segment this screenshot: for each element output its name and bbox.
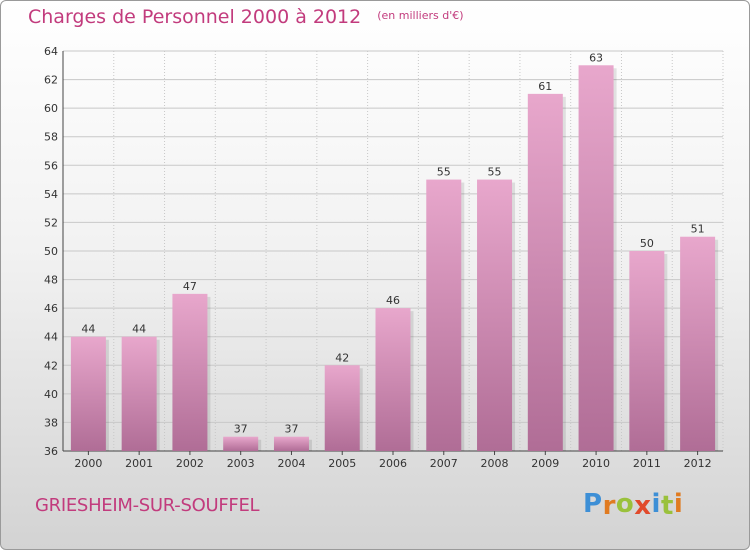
- x-tick-label: 2007: [430, 457, 458, 470]
- bar: [172, 293, 208, 451]
- data-label: 44: [81, 323, 95, 336]
- bar: [375, 308, 411, 451]
- title-block: Charges de Personnel 2000 à 2012 (en mill…: [28, 6, 464, 28]
- data-label: 37: [234, 423, 248, 436]
- data-labels: 44 44 47 37 37 42 46 55 55 61 63 50 51: [81, 51, 704, 435]
- brand-letter: r: [602, 491, 616, 521]
- x-tick-label: 2002: [176, 457, 204, 470]
- bar: [121, 336, 157, 451]
- data-label: 55: [437, 166, 451, 179]
- brand-letter: P: [583, 489, 603, 519]
- data-label: 37: [284, 423, 298, 436]
- x-tick-label: 2004: [277, 457, 305, 470]
- data-label: 61: [538, 80, 552, 93]
- bar: [223, 436, 259, 451]
- data-label: 42: [335, 351, 349, 364]
- data-label: 55: [488, 166, 502, 179]
- y-tick-label: 64: [44, 45, 58, 58]
- y-tick-label: 62: [44, 74, 58, 87]
- y-tick-label: 58: [44, 131, 58, 144]
- bar: [629, 251, 665, 451]
- bar: [477, 179, 513, 452]
- x-tick-label: 2008: [481, 457, 509, 470]
- y-tick-label: 60: [44, 102, 58, 115]
- y-tick-label: 46: [44, 302, 58, 315]
- bar: [680, 236, 716, 451]
- axes: 36 38 40 42 44 46 48 50 52 54 56 58 60 62 64 2000 2001 20…: [44, 45, 723, 470]
- data-label: 47: [183, 280, 197, 293]
- y-tick-label: 52: [44, 216, 58, 229]
- brand-letter: o: [615, 489, 635, 519]
- bar: [527, 93, 563, 451]
- bar: [273, 436, 309, 451]
- x-tick-label: 2003: [227, 457, 255, 470]
- y-tick-label: 36: [44, 445, 58, 458]
- chart-subtitle: (en milliers d'€): [377, 9, 464, 22]
- bars: [70, 65, 719, 452]
- y-tick-label: 44: [44, 331, 58, 344]
- y-tick-label: 50: [44, 245, 58, 258]
- y-tick-label: 48: [44, 274, 58, 287]
- data-label: 46: [386, 294, 400, 307]
- x-tick-label: 2009: [531, 457, 559, 470]
- bar: [426, 179, 462, 452]
- brand-letter: i: [673, 489, 684, 519]
- bar: [324, 365, 360, 451]
- brand-letter: t: [660, 491, 674, 521]
- bar: [578, 65, 614, 452]
- x-tick-label: 2001: [125, 457, 153, 470]
- data-label: 50: [640, 237, 654, 250]
- y-tick-label: 56: [44, 159, 58, 172]
- x-tick-label: 2010: [582, 457, 610, 470]
- bar: [70, 336, 106, 451]
- x-tick-label: 2011: [633, 457, 661, 470]
- data-label: 44: [132, 323, 146, 336]
- brand-letter: i: [651, 489, 661, 519]
- data-label: 63: [589, 51, 603, 64]
- town-name: GRIESHEIM-SUR-SOUFFEL: [35, 495, 260, 516]
- y-tick-label: 40: [44, 388, 58, 401]
- brand-letter: x: [634, 491, 652, 521]
- y-tick-label: 38: [44, 416, 58, 429]
- y-tick-label: 54: [44, 188, 58, 201]
- x-tick-label: 2006: [379, 457, 407, 470]
- chart-title: Charges de Personnel 2000 à 2012: [28, 6, 362, 28]
- x-tick-label: 2005: [328, 457, 356, 470]
- x-tick-label: 2012: [684, 457, 712, 470]
- brand-logo[interactable]: Proxiti: [583, 489, 684, 521]
- x-tick-label: 2000: [74, 457, 102, 470]
- data-label: 51: [691, 223, 705, 236]
- y-tick-label: 42: [44, 359, 58, 372]
